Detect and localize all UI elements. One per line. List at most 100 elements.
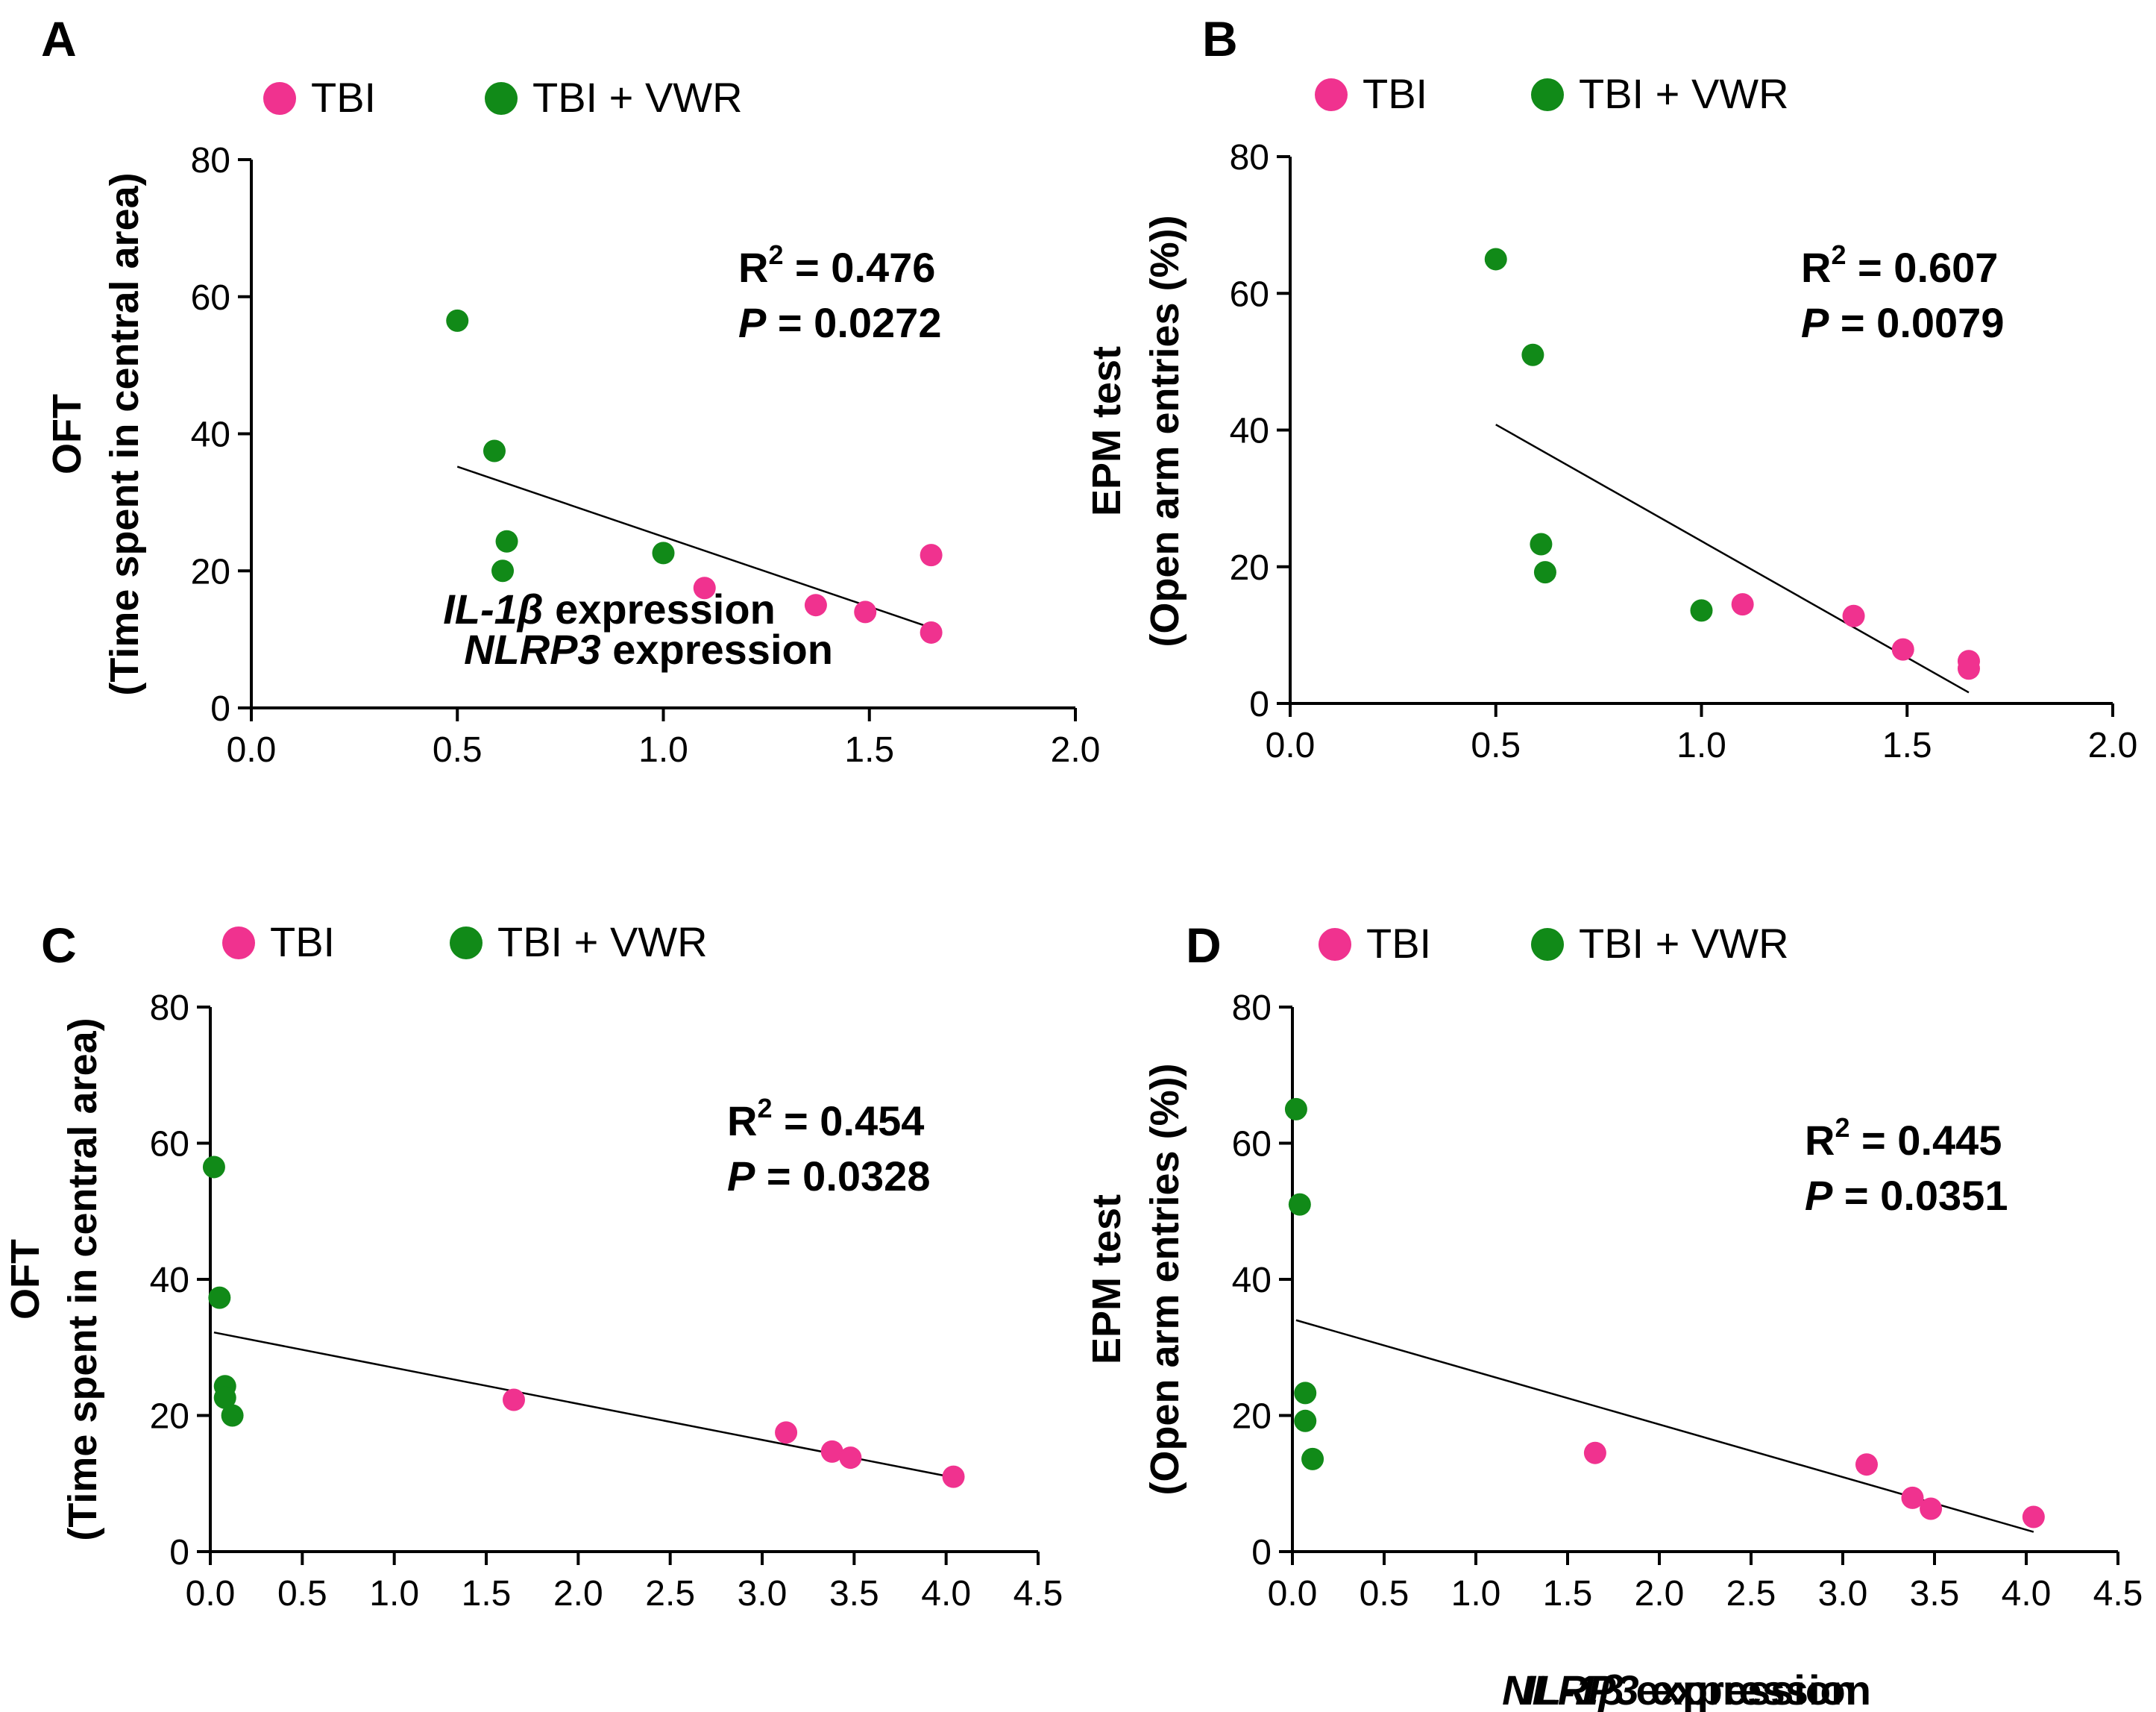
regression-line — [456, 465, 932, 629]
data-point-tbi — [2022, 1505, 2045, 1528]
data-point-tbi — [920, 544, 943, 567]
x-tick-label: 2.0 — [1051, 730, 1101, 770]
legend: TBI TBI + VWR — [1315, 70, 1789, 117]
data-point-tbi-vwr — [1284, 1097, 1307, 1120]
x-tick-label: 3.0 — [1818, 1574, 1868, 1614]
data-point-tbi-vwr — [1294, 1409, 1317, 1432]
x-tick-label: 1.0 — [1676, 726, 1726, 765]
data-point-tbi-vwr — [208, 1286, 231, 1309]
y-tick-label: 0 — [1249, 685, 1269, 724]
x-tick-label: 1.0 — [1451, 1574, 1501, 1614]
y-tick-label: 80 — [191, 141, 230, 181]
x-tick-label: 0.0 — [1268, 1574, 1318, 1614]
x-tick-label: 1.0 — [638, 730, 688, 770]
x-tick-label: 3.0 — [738, 1574, 788, 1614]
data-point-tbi — [804, 594, 827, 617]
x-tick-label: 0.5 — [277, 1574, 327, 1614]
data-point-tbi — [839, 1446, 862, 1470]
r-squared-label: R2 = 0.454 — [727, 1093, 924, 1144]
y-tick-label: 60 — [1232, 1125, 1272, 1164]
y-axis-label-line2: (Time spent in central area) — [102, 172, 147, 695]
data-point-tbi — [775, 1421, 798, 1444]
y-tick-label: 20 — [1230, 548, 1269, 588]
x-axis-label: IL-1β expression — [1524, 1666, 1857, 1712]
regression-line — [1495, 424, 1970, 694]
data-point-tbi-vwr — [1533, 561, 1556, 584]
y-tick-label: 20 — [191, 552, 230, 592]
r-squared-label: R2 = 0.445 — [1805, 1112, 2002, 1164]
legend-marker-tbi — [1319, 928, 1351, 961]
data-point-tbi — [1920, 1497, 1943, 1520]
y-axis-label-line1: OFT — [45, 394, 89, 474]
x-tick-label: 4.0 — [921, 1574, 971, 1614]
data-point-tbi-vwr — [202, 1156, 225, 1179]
data-point-tbi-vwr — [221, 1404, 244, 1427]
x-tick-label: 1.5 — [462, 1574, 512, 1614]
panel-letter: A — [41, 11, 77, 66]
legend: TBI TBI + VWR — [1319, 920, 1789, 967]
x-axis-label: NLRP3 expression — [1502, 1666, 1871, 1712]
x-tick-label: 0.0 — [227, 730, 277, 770]
data-point-tbi — [1855, 1453, 1878, 1476]
legend-label-tbi-vwr: TBI + VWR — [532, 74, 743, 121]
data-point-tbi — [503, 1388, 525, 1411]
legend-marker-tbi — [1315, 78, 1348, 111]
legend-marker-tbi-vwr — [450, 926, 483, 959]
data-point-tbi — [1583, 1441, 1606, 1464]
legend-marker-tbi-vwr — [1531, 928, 1564, 961]
p-value-label: P = 0.0328 — [727, 1153, 930, 1200]
x-tick-label: 2.5 — [1726, 1574, 1776, 1614]
legend-marker-tbi-vwr — [1531, 78, 1564, 111]
x-tick-label: 4.0 — [2002, 1574, 2052, 1614]
legend: TBI TBI + VWR — [222, 918, 708, 965]
y-tick-label: 20 — [150, 1397, 189, 1437]
data-point-tbi — [1957, 657, 1980, 680]
x-tick-label: 4.5 — [2093, 1574, 2143, 1614]
p-value-label: P = 0.0079 — [1801, 299, 2004, 346]
data-point-tbi-vwr — [1294, 1382, 1317, 1405]
y-tick-label: 60 — [1230, 275, 1269, 314]
y-tick-label: 0 — [210, 689, 230, 729]
x-tick-label: 4.5 — [1013, 1574, 1063, 1614]
x-tick-label: 3.5 — [829, 1574, 879, 1614]
panel-letter: C — [41, 918, 77, 973]
panel-d: D TBI TBI + VWR 0 20 40 60 80 0.0 0.5 1.0 1.5 2.0 2.5… — [1084, 918, 2143, 1712]
x-tick-label: 2.0 — [2088, 726, 2138, 765]
legend-label-tbi: TBI — [270, 918, 335, 965]
panel-b: B TBI TBI + VWR 0 20 40 60 80 0.0 0.5 1.0 1.5 2.0 NLR… — [1084, 11, 2137, 1712]
legend-label-tbi-vwr: TBI + VWR — [1579, 70, 1789, 117]
y-tick-label: 80 — [1232, 988, 1272, 1028]
data-point-tbi-vwr — [491, 559, 515, 583]
x-tick-label: 0.5 — [1360, 1574, 1409, 1614]
data-point-tbi-vwr — [1530, 533, 1553, 556]
y-tick-label: 80 — [150, 988, 189, 1028]
data-point-tbi — [1731, 593, 1754, 616]
y-tick-label: 40 — [1232, 1261, 1272, 1300]
y-tick-label: 20 — [1232, 1397, 1272, 1437]
x-tick-label: 0.0 — [186, 1574, 236, 1614]
y-tick-label: 0 — [169, 1533, 189, 1573]
x-tick-label: 2.0 — [1635, 1574, 1685, 1614]
data-point-tbi-vwr — [213, 1386, 236, 1409]
p-value-label: P = 0.0272 — [738, 299, 941, 346]
y-tick-label: 60 — [150, 1125, 189, 1164]
p-value-label: P = 0.0351 — [1805, 1172, 2008, 1219]
r-squared-label: R2 = 0.607 — [1801, 239, 1998, 291]
x-tick-label: 1.5 — [1882, 726, 1932, 765]
x-tick-label: 0.5 — [433, 730, 483, 770]
data-point-tbi — [1842, 604, 1865, 627]
data-point-tbi-vwr — [1690, 599, 1713, 622]
legend-label-tbi-vwr: TBI + VWR — [497, 918, 708, 965]
y-tick-label: 40 — [191, 416, 230, 455]
y-tick-label: 0 — [1251, 1533, 1272, 1573]
x-tick-label: 2.5 — [645, 1574, 695, 1614]
x-tick-label: 0.5 — [1471, 726, 1521, 765]
legend-label-tbi: TBI — [1366, 920, 1431, 967]
legend-label-tbi: TBI — [311, 74, 376, 121]
y-axis-label-line1: EPM test — [1084, 1194, 1129, 1364]
data-point-tbi-vwr — [1484, 248, 1507, 271]
legend-marker-tbi — [263, 82, 296, 115]
panel-letter: D — [1186, 918, 1222, 973]
data-point-tbi-vwr — [652, 542, 675, 565]
x-tick-label: 0.0 — [1266, 726, 1316, 765]
